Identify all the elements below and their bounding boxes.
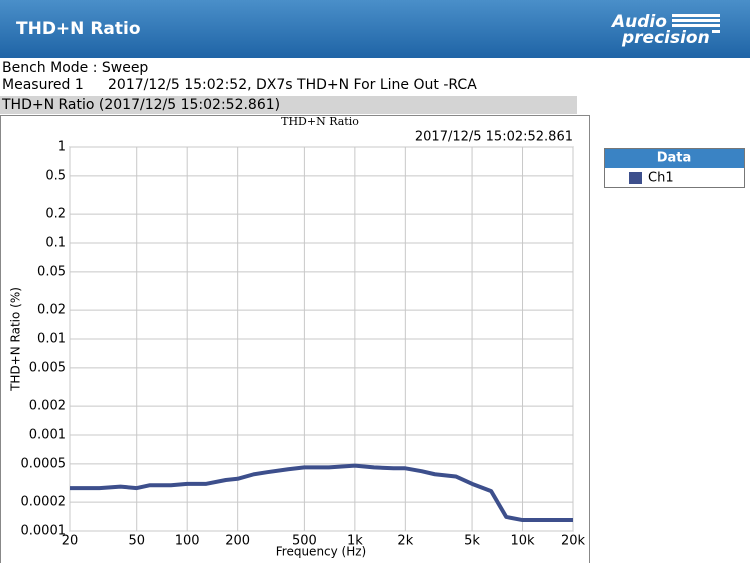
x-tick-label: 100: [175, 534, 200, 549]
measured-label: Measured 1: [2, 77, 84, 93]
x-tick-label: 50: [128, 534, 145, 549]
y-tick-label: 0.001: [29, 428, 66, 443]
header-title: THD+N Ratio: [16, 19, 141, 39]
bench-mode: Bench Mode : Sweep: [2, 60, 148, 76]
chart-subtitle: 2017/12/5 15:02:52.861: [415, 130, 573, 145]
y-tick-label: 0.1: [45, 236, 66, 251]
plot: 1 0.5 0.2 0.1 0.05 0.02 0.01 0.005 0.002 0.001 0.0…: [21, 140, 586, 549]
legend-label: Ch1: [648, 171, 674, 186]
graph-tab-label: THD+N Ratio (2017/12/5 15:02:52.861): [1, 97, 280, 113]
x-tick-label: 5k: [464, 534, 480, 549]
logo-line: Audio: [610, 12, 667, 32]
y-tick-label: 0.005: [29, 360, 66, 375]
chart-title: THD+N Ratio: [281, 115, 359, 128]
x-tick-label: 20k: [561, 534, 586, 549]
y-tick-label: 0.01: [37, 332, 66, 347]
logo-line: precision: [621, 28, 710, 48]
x-tick-label: 10k: [510, 534, 535, 549]
data-line: [70, 463, 573, 523]
legend-swatch: [629, 172, 642, 184]
x-tick-label: 2k: [397, 534, 413, 549]
x-tick-label: 1k: [347, 534, 363, 549]
legend-title: Data: [657, 151, 692, 166]
y-axis-label: THD+N Ratio (%): [9, 287, 23, 392]
y-tick-label: 0.0001: [21, 524, 67, 539]
y-tick-label: 0.002: [29, 399, 66, 414]
y-tick-label: 0.5: [45, 168, 66, 183]
y-tick-label: 0.0005: [21, 456, 67, 471]
y-tick-label: 0.0002: [21, 495, 67, 510]
graph-tab: [0, 96, 577, 114]
measured-text: 2017/12/5 15:02:52, DX7s THD+N For Line …: [108, 77, 477, 93]
y-tick-label: 1: [58, 140, 66, 155]
x-tick-label: 20: [62, 534, 79, 549]
y-tick-label: 0.02: [37, 303, 66, 318]
x-axis-label: Frequency (Hz): [276, 545, 367, 559]
legend-header: [605, 149, 744, 168]
logo-bars: [672, 14, 720, 33]
y-tick-label: 0.2: [45, 207, 66, 222]
y-tick-label: 0.05: [37, 264, 66, 279]
x-tick-label: 500: [292, 534, 317, 549]
header-bar: [0, 0, 750, 58]
x-tick-label: 200: [225, 534, 250, 549]
